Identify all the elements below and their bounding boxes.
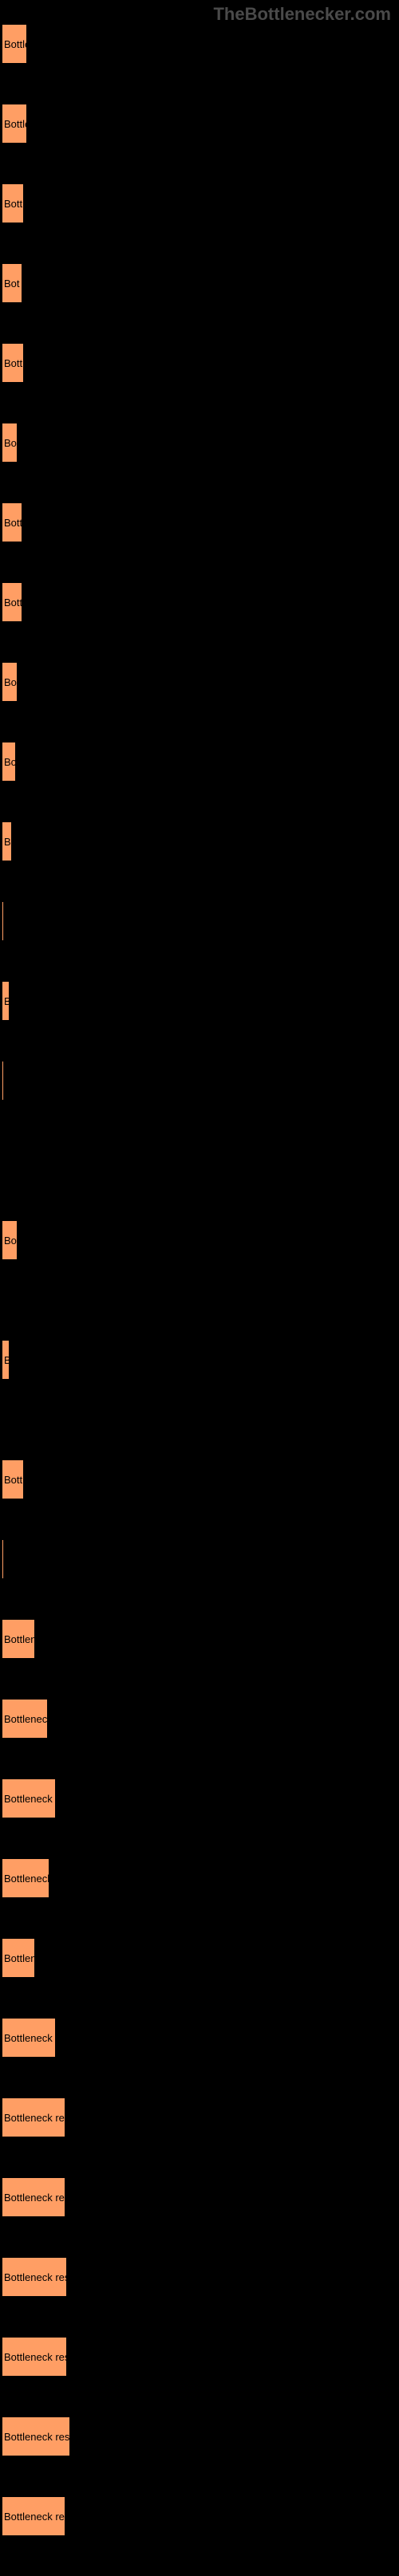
bar-row: Bot (2, 263, 399, 303)
bar-row: Bo (2, 423, 399, 463)
bar-row: Bott (2, 343, 399, 383)
watermark-text: TheBottlenecker.com (213, 4, 391, 25)
bar-row: Bottleneck resu (2, 2416, 399, 2456)
bar-row: Bottleneck (2, 1858, 399, 1898)
chart-bar: Bottlen (2, 1619, 35, 1659)
chart-bar: B (2, 821, 12, 861)
chart-bar: Bott (2, 502, 22, 542)
bar-row: Bottlen (2, 1619, 399, 1659)
bar-row: Bottleneck (2, 1699, 399, 1739)
bar-label: Bottlen (4, 1633, 35, 1645)
bar-label: Bottleneck res (4, 2192, 65, 2204)
bar-label: Bo (4, 1235, 17, 1247)
chart-bar: Bottleneck r (2, 1778, 56, 1818)
bar-row: Bott (2, 183, 399, 223)
bar-row: Bottleneck r (2, 1778, 399, 1818)
chart-bar (2, 1539, 4, 1579)
chart-bar (2, 901, 4, 941)
bar-row: Bottlen (2, 1938, 399, 1978)
bar-label: B (4, 836, 11, 848)
chart-bar: Bottleneck r (2, 2018, 56, 2058)
bar-row: B (2, 821, 399, 861)
bar-row: Bottleneck r (2, 2018, 399, 2058)
chart-bar: Bo (2, 1220, 18, 1260)
chart-bar: Bottleneck res (2, 2496, 65, 2536)
chart-bar: Bottleneck res (2, 2337, 67, 2377)
bar-label: Bottle (4, 38, 27, 50)
bar-label: Bottleneck res (4, 2271, 67, 2283)
bar-label: Bott (4, 198, 22, 210)
bar-row: B (2, 981, 399, 1021)
bar-label: Bot (4, 278, 20, 290)
bar-row: Bottleneck res (2, 2496, 399, 2536)
bar-row (2, 901, 399, 941)
chart-bar: B (2, 981, 10, 1021)
bar-row (2, 1539, 399, 1579)
bar-row: Bott (2, 502, 399, 542)
chart-bar: Bot (2, 263, 22, 303)
bar-row: Bo (2, 662, 399, 702)
bar-row: Bottle (2, 24, 399, 64)
bar-label: Bottleneck r (4, 1793, 56, 1805)
bar-label: Bo (4, 676, 17, 688)
bar-label: Bott (4, 1474, 22, 1486)
bar-label: Bottleneck (4, 1713, 48, 1725)
bar-label: Bott (4, 357, 22, 369)
bar-row: Bottleneck res (2, 2337, 399, 2377)
bar-row: Bott (2, 1459, 399, 1499)
bar-label: Bottleneck res (4, 2511, 65, 2523)
chart-bar: Bo (2, 423, 18, 463)
bar-row: Bottle (2, 104, 399, 144)
chart-bar: Bottleneck (2, 1858, 49, 1898)
bar-label: Bottleneck r (4, 2032, 56, 2044)
bar-row (2, 1061, 399, 1101)
chart-bar: Bottle (2, 24, 27, 64)
chart-bar: Bott (2, 1459, 24, 1499)
bar-label: Bo (4, 437, 17, 449)
bar-row: Bott (2, 582, 399, 622)
chart-bar: Bott (2, 582, 22, 622)
chart-bar: Bottleneck res (2, 2257, 67, 2297)
bar-row: Bo (2, 742, 399, 782)
chart-bar: Bott (2, 183, 24, 223)
bar-label: Bott (4, 597, 22, 609)
bar-row: Bottleneck res (2, 2097, 399, 2137)
bar-label: Bottlen (4, 1952, 35, 1964)
bar-label: B (4, 1354, 10, 1366)
chart-bar (2, 1061, 4, 1101)
chart-bar: Bottlen (2, 1938, 35, 1978)
bar-label: Bottle (4, 118, 27, 130)
bar-label: Bo (4, 756, 16, 768)
bar-label: Bottleneck (4, 1873, 49, 1885)
bar-row: Bottleneck res (2, 2177, 399, 2217)
chart-bar: Bottleneck res (2, 2177, 65, 2217)
bar-row: Bo (2, 1220, 399, 1260)
chart-bar: Bo (2, 742, 16, 782)
chart-bar: Bott (2, 343, 24, 383)
bar-label: B (4, 995, 10, 1007)
chart-bar: Bottleneck (2, 1699, 48, 1739)
chart-bar: Bottle (2, 104, 27, 144)
chart-bar: Bottleneck resu (2, 2416, 70, 2456)
bar-label: Bottleneck res (4, 2112, 65, 2124)
chart-bar: B (2, 1340, 10, 1380)
bar-row: Bottleneck res (2, 2257, 399, 2297)
chart-bar: Bo (2, 662, 18, 702)
bar-label: Bottleneck resu (4, 2431, 70, 2443)
bar-label: Bottleneck res (4, 2351, 67, 2363)
bar-row: B (2, 1340, 399, 1380)
bar-chart: Bottle Bottle Bott Bot Bott Bo Bott Bott Bo Bo B B B… (0, 0, 399, 2536)
chart-bar: Bottleneck res (2, 2097, 65, 2137)
bar-label: Bott (4, 517, 22, 529)
